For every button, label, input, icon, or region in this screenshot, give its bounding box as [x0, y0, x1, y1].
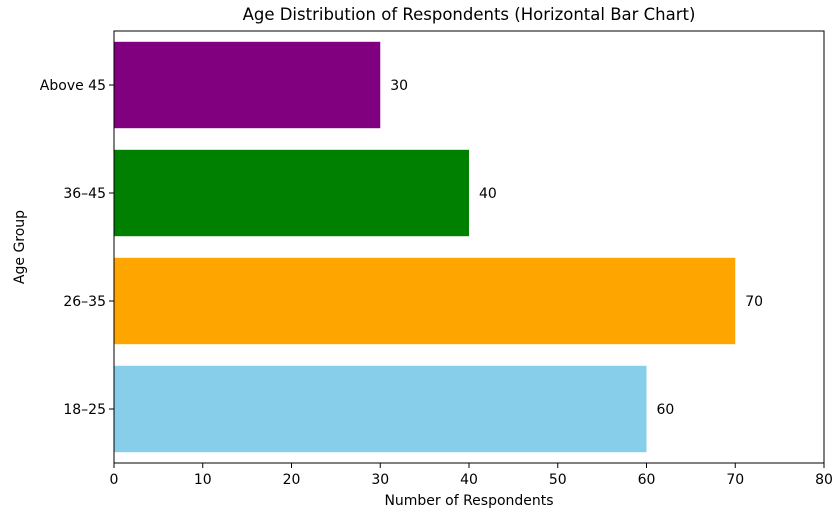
- x-tick-label-9: 80: [815, 472, 833, 488]
- x-axis: 0 10 20 30 40 50 60 70 80: [110, 463, 833, 488]
- chart-title: Age Distribution of Respondents (Horizon…: [243, 5, 696, 24]
- data-label-3: 40: [479, 186, 497, 202]
- x-tick-label-3: 20: [283, 472, 301, 488]
- x-tick-label-5: 40: [460, 472, 478, 488]
- x-tick-label-4: 30: [371, 472, 389, 488]
- x-tick-label-1: 0: [110, 472, 119, 488]
- bar-2: [114, 257, 736, 345]
- x-tick-label-8: 70: [726, 472, 744, 488]
- y-axis-label: Age Group: [12, 210, 28, 284]
- x-axis-label: Number of Respondents: [384, 493, 553, 509]
- y-tick-label-4: Above 45: [40, 78, 106, 94]
- bar-4: [114, 41, 381, 129]
- bar-3: [114, 149, 469, 237]
- bars-layer: 60 70 40 30: [114, 41, 763, 453]
- bar-1: [114, 365, 647, 453]
- data-label-4: 30: [390, 78, 408, 94]
- x-tick-label-2: 10: [194, 472, 212, 488]
- y-tick-label-1: 18–25: [63, 402, 106, 418]
- data-label-2: 70: [745, 294, 763, 310]
- data-label-1: 60: [657, 402, 675, 418]
- y-axis: 18–25 26–35 36–45 Above 45: [40, 78, 114, 418]
- y-tick-label-3: 36–45: [63, 186, 106, 202]
- x-tick-label-7: 60: [638, 472, 656, 488]
- x-tick-label-6: 50: [549, 472, 567, 488]
- y-tick-label-2: 26–35: [63, 294, 106, 310]
